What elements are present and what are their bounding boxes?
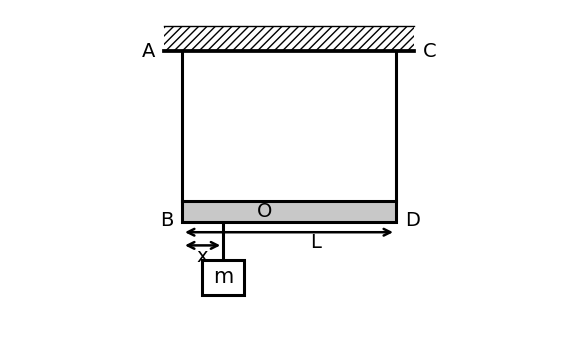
Text: x: x: [197, 247, 208, 266]
Bar: [202, 260, 244, 295]
Text: A: A: [142, 42, 155, 61]
Bar: [164, 26, 414, 51]
Text: B: B: [160, 211, 173, 230]
Text: D: D: [405, 211, 420, 230]
Bar: [182, 201, 396, 222]
Text: L: L: [310, 233, 321, 252]
Text: m: m: [213, 267, 234, 288]
Text: O: O: [257, 202, 272, 221]
Text: C: C: [423, 42, 436, 61]
